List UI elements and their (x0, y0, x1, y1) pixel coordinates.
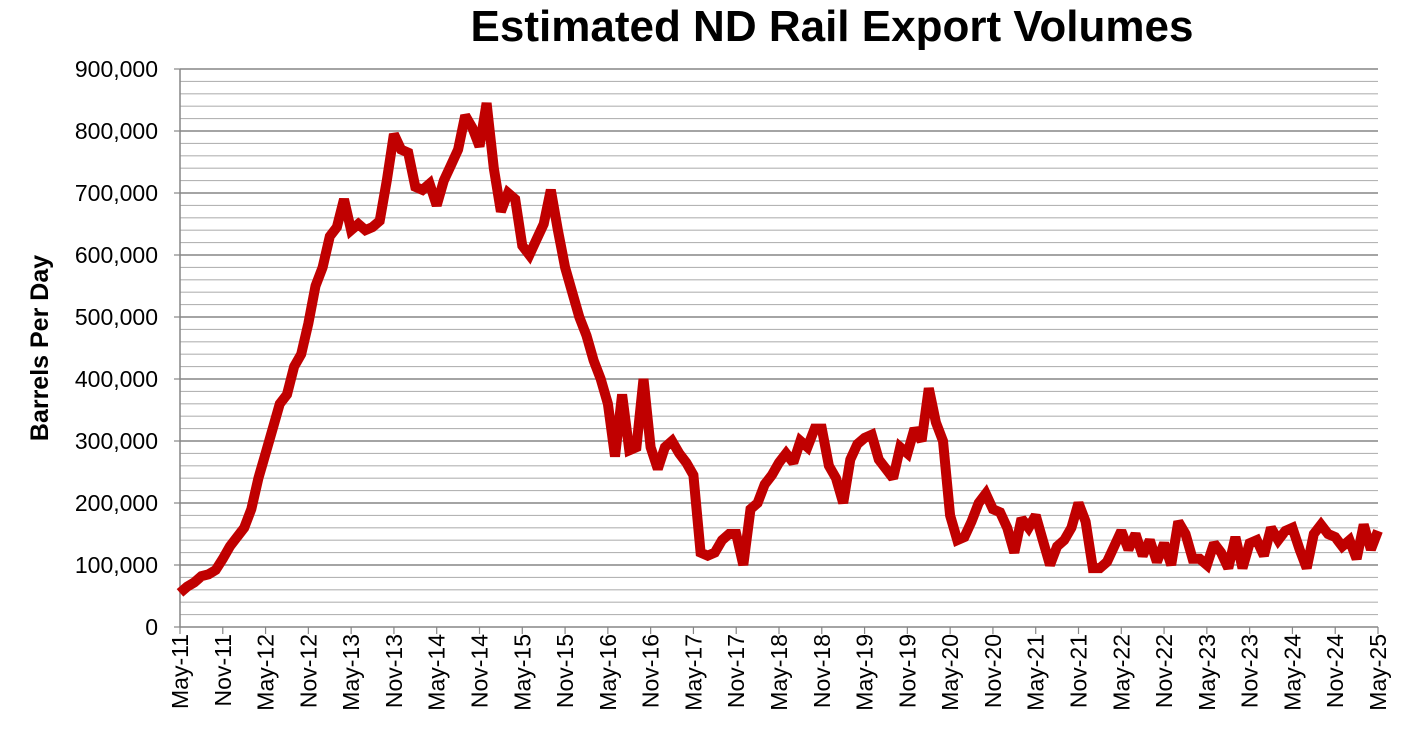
x-tick-label: May-21 (1023, 634, 1049, 711)
x-tick-label: Nov-12 (295, 634, 321, 708)
x-tick-label: May-14 (424, 634, 450, 711)
y-tick-label: 400,000 (75, 366, 158, 392)
y-tick-label: 100,000 (75, 552, 158, 578)
gridlines (180, 68, 1378, 616)
x-tick-label: May-18 (766, 634, 792, 711)
x-tick-label: May-23 (1194, 634, 1220, 711)
x-tick-label: Nov-16 (638, 634, 664, 708)
x-tick-label: Nov-17 (723, 634, 749, 708)
x-tick-label: May-12 (253, 634, 279, 711)
y-tick-label: 200,000 (75, 490, 158, 516)
y-tick-label: 800,000 (75, 118, 158, 144)
x-tick-label: Nov-19 (894, 634, 920, 708)
x-tick-label: May-24 (1279, 634, 1305, 711)
y-axis-label: Barrels Per Day (26, 255, 54, 441)
x-tick-label: May-20 (937, 634, 963, 711)
series-line (176, 102, 1383, 597)
series-group (176, 102, 1383, 597)
x-tick-label: Nov-21 (1066, 634, 1092, 708)
y-tick-label: 300,000 (75, 428, 158, 454)
axes (174, 68, 1379, 634)
chart-title: Estimated ND Rail Export Volumes (471, 2, 1194, 51)
x-tick-label: May-22 (1108, 634, 1134, 711)
x-tick-labels: May-11 Nov-11 May-12 Nov-12 May-13 Nov-13 May-… (167, 634, 1391, 711)
x-tick-label: May-17 (680, 634, 706, 711)
y-tick-label: 600,000 (75, 242, 158, 268)
x-tick-label: May-15 (509, 634, 535, 711)
x-tick-label: May-25 (1365, 634, 1391, 711)
x-tick-label: May-16 (595, 634, 621, 711)
x-tick-label: Nov-18 (809, 634, 835, 708)
x-tick-label: Nov-13 (381, 634, 407, 708)
x-tick-label: Nov-11 (210, 634, 236, 706)
y-tick-label: 500,000 (75, 304, 158, 330)
x-tick-label: Nov-20 (980, 634, 1006, 708)
x-tick-label: Nov-14 (467, 634, 493, 708)
x-tick-label: May-13 (338, 634, 364, 711)
y-tick-label: 0 (145, 614, 158, 640)
y-tick-label: 700,000 (75, 180, 158, 206)
x-tick-label: May-11 (167, 634, 193, 709)
x-tick-label: Nov-22 (1151, 634, 1177, 708)
x-tick-label: May-19 (852, 634, 878, 711)
x-tick-label: Nov-24 (1322, 634, 1348, 708)
y-tick-label: 900,000 (75, 56, 158, 82)
x-tick-label: Nov-15 (552, 634, 578, 708)
y-tick-labels: 0 100,000 200,000 300,000 400,000 500,000 600,… (75, 56, 158, 640)
x-tick-label: Nov-23 (1237, 634, 1263, 708)
